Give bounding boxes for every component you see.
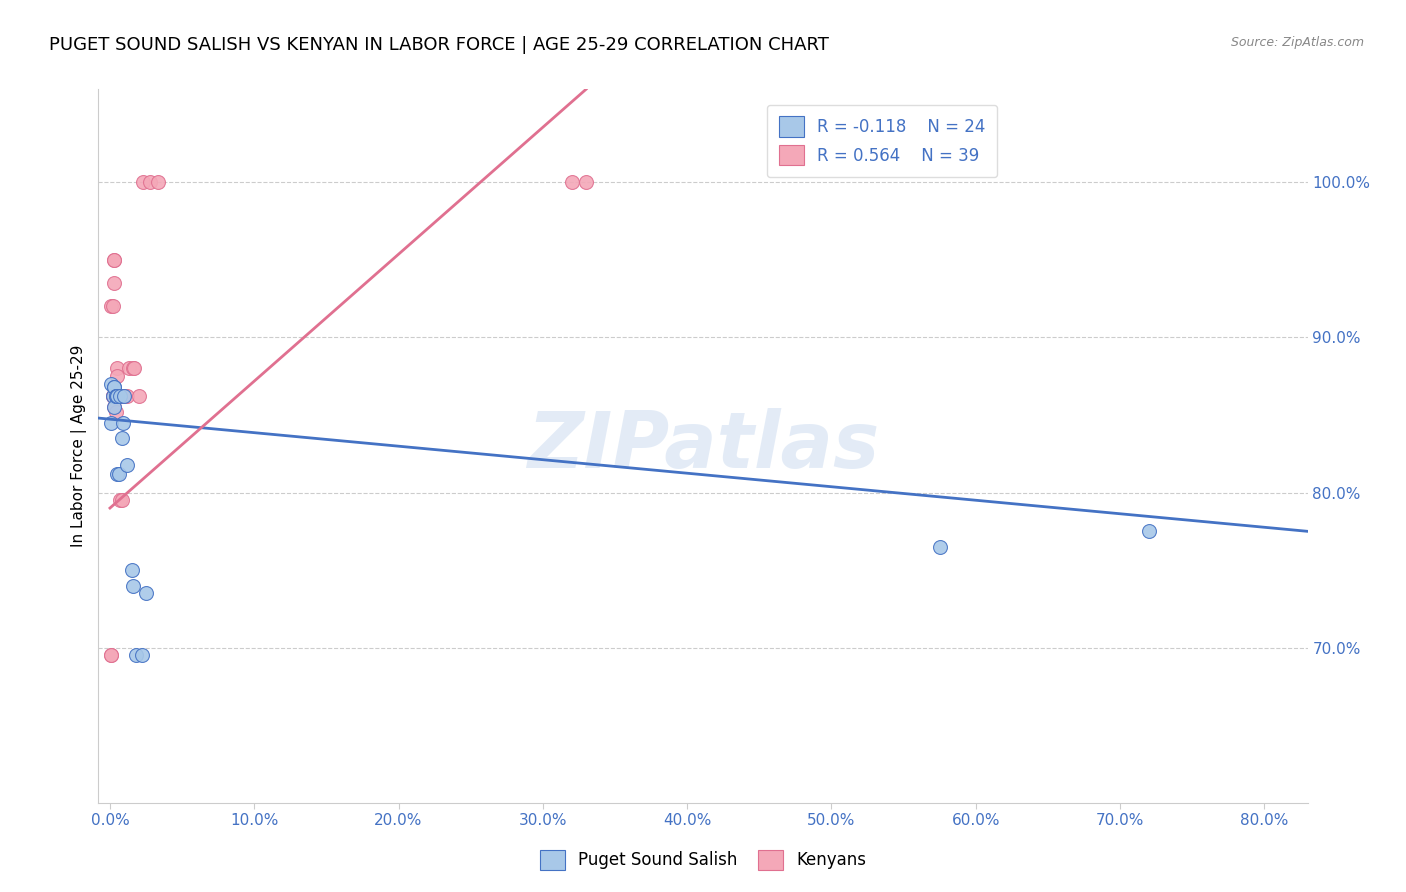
Point [104,389,127,403]
Point [105,389,128,403]
Point [117,389,139,403]
Point [107,389,129,403]
Text: Source: ZipAtlas.com: Source: ZipAtlas.com [1230,36,1364,49]
Point [132,175,155,189]
Point [110,493,132,508]
Point [101,389,124,403]
Point [100,416,122,430]
Point [104,405,127,419]
Text: ZIPatlas: ZIPatlas [527,408,879,484]
Point [122,361,145,376]
Y-axis label: In Labor Force | Age 25-29: In Labor Force | Age 25-29 [72,345,87,547]
Point [101,299,124,313]
Point [100,648,122,663]
Point [928,540,950,554]
Point [100,299,122,313]
Point [101,389,124,403]
Point [101,389,124,403]
Point [103,401,125,415]
Point [575,175,598,189]
Point [105,389,128,403]
Point [135,586,157,600]
Point [112,389,135,403]
Point [118,361,141,376]
Point [122,579,145,593]
Text: PUGET SOUND SALISH VS KENYAN IN LABOR FORCE | AGE 25-29 CORRELATION CHART: PUGET SOUND SALISH VS KENYAN IN LABOR FO… [49,36,830,54]
Point [104,389,127,403]
Point [561,175,583,189]
Point [100,648,122,663]
Point [103,389,125,403]
Point [124,361,146,376]
Point [103,389,125,403]
Point [103,276,125,290]
Point [104,389,127,403]
Point [103,252,125,267]
Point [101,389,124,403]
Point [108,389,131,403]
Point [103,401,125,415]
Point [125,648,148,663]
Point [104,389,127,403]
Point [111,389,134,403]
Point [139,175,162,189]
Point [1137,524,1160,539]
Point [103,389,125,403]
Point [103,380,125,394]
Point [108,389,131,403]
Point [105,467,128,481]
Point [104,389,127,403]
Point [108,493,131,508]
Point [128,389,150,403]
Point [110,431,132,445]
Point [131,648,153,663]
Point [105,369,128,384]
Point [100,376,122,391]
Point [111,416,134,430]
Point [105,389,128,403]
Point [117,458,139,472]
Point [146,175,169,189]
Point [121,563,143,577]
Point [103,389,125,403]
Legend: Puget Sound Salish, Kenyans: Puget Sound Salish, Kenyans [530,839,876,880]
Point [107,467,129,481]
Point [103,252,125,267]
Point [112,389,135,403]
Point [105,389,128,403]
Point [105,361,128,376]
Point [103,380,125,394]
